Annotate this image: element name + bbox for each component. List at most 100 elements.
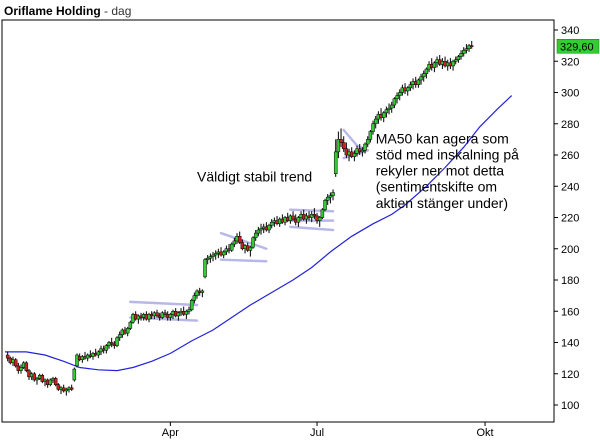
candle-body [32,373,37,381]
candle-body [115,337,119,346]
candle-body [333,151,338,174]
candle-body [469,45,474,47]
candle-body [395,95,399,99]
candle-body [155,312,159,317]
candle-body [461,50,466,54]
candle-body [213,253,218,256]
candle-body [189,300,194,310]
candle-body [387,107,391,110]
candle-body [195,290,199,296]
y-tick-label: 320 [561,56,579,68]
x-tick-label: Okt [476,427,493,439]
y-tick-label: 200 [561,244,579,256]
candle-body [384,109,389,114]
candle-body [96,351,101,356]
candle-body [160,312,165,318]
candle-body [104,345,109,351]
candle-body [291,215,295,220]
candle-body [416,79,421,85]
candle-body [424,68,429,74]
candle-body [109,342,114,345]
candle-body [24,362,29,371]
candle-body [368,131,373,140]
y-tick-label: 340 [561,25,579,37]
candle-body [205,257,210,260]
y-tick-label: 100 [561,400,579,412]
y-tick-label: 240 [561,181,579,193]
trend-line [342,128,359,147]
candle-body [125,328,130,334]
y-tick-label: 120 [561,369,579,381]
candle-body [373,118,378,124]
candle-body [184,311,189,315]
candle-body [203,259,207,278]
candle-body [248,246,253,251]
candle-body [5,354,10,359]
candle-body [48,379,53,385]
candle-body [456,56,461,60]
candle-body [389,104,394,109]
candle-body [467,45,471,49]
trend-line [129,300,199,307]
annotation-text: Väldigt stabil trend [197,169,312,185]
candle-body [267,225,271,231]
chart-title: Oriflame Holding - dag [4,4,131,18]
candle-body [117,334,122,339]
y-tick-label: 160 [561,306,579,318]
candle-body [75,354,79,367]
axes: 100 120 140 160 180 200 220 240 260 280 300 320 340 A… [162,25,600,439]
candle-body [256,229,261,234]
candle-body [397,92,402,96]
candle-body [168,314,173,318]
candle-body [192,295,197,301]
annotations: Väldigt stabil trend MA50 kan agera somst… [197,130,519,211]
candle-body [432,62,437,68]
candle-body [221,251,226,256]
y-tick-label: 260 [561,150,579,162]
candle-body [371,123,375,132]
candle-body [312,214,317,217]
candle-body [331,192,335,196]
annotation-text: rekyler ner mot detta [376,162,505,178]
candle-body [408,84,413,89]
candle-body [128,321,133,329]
candle-body [453,59,458,62]
candle-body [229,243,234,251]
candle-body [163,312,167,315]
y-tick-label: 280 [561,119,579,131]
candle-body [352,153,357,157]
candle-body [317,217,322,221]
stock-name: Oriflame Holding [4,4,101,18]
candle-body [269,221,274,226]
annotation-text: MA50 kan agera som [376,130,509,146]
trend-line [219,258,268,263]
candle-body [328,195,333,198]
candle-body [259,228,263,231]
annotation-text: aktien stänger under) [376,195,508,211]
y-tick-label: 220 [561,213,579,225]
candle-body [363,143,367,151]
candle-body [336,139,341,153]
candle-body [237,236,242,243]
annotation-text: (sentimentskifte om [376,179,497,195]
candle-body [451,61,455,67]
annotation-text: stöd med inskalning på [376,147,519,163]
ma50-line [5,95,513,372]
trend-line [219,231,268,250]
y-tick-label: 180 [561,275,579,287]
x-tick-label: Jul [310,427,324,439]
candle-body [296,217,301,223]
period-label: dag [111,4,132,18]
last-price-label: 329,60 [560,41,594,53]
trend-line [289,225,335,232]
candle-body [19,367,23,371]
candle-body [187,309,191,312]
candle-body [365,139,370,145]
candle-body [200,290,205,293]
candle-body [251,237,255,248]
candle-body [320,209,325,218]
candle-body [147,314,151,320]
candle-body [35,378,39,381]
candle-body [381,112,386,118]
